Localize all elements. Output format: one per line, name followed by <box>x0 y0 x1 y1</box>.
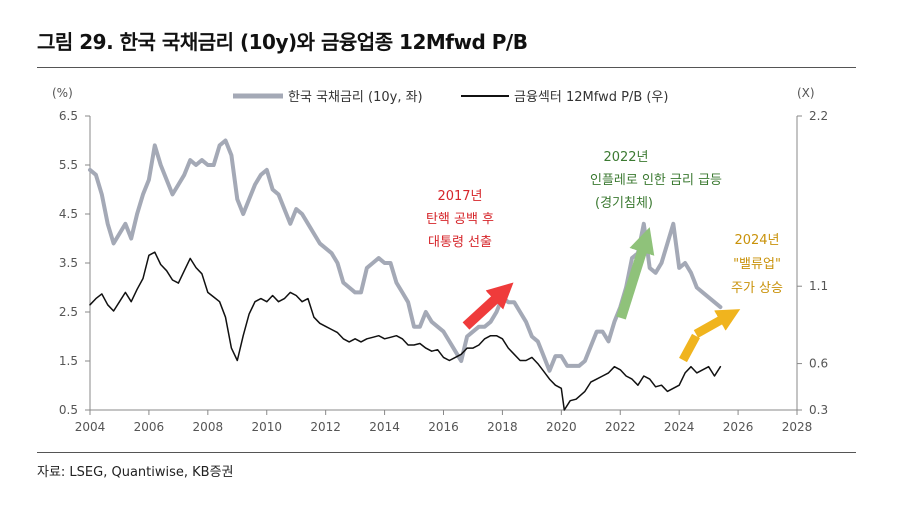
annotation-2022-line3: (경기침체) <box>595 196 653 211</box>
annotation-2017-line1: 2017년 <box>437 189 482 204</box>
x-tick-label: 2012 <box>310 420 341 434</box>
x-tick-label: 2024 <box>664 420 695 434</box>
arrow-2024 <box>693 309 741 338</box>
figure-title: 그림 29. 한국 국채금리 (10y)와 금융업종 12Mfwd P/B <box>37 30 528 54</box>
x-tick-label: 2026 <box>723 420 754 434</box>
legend-pb-label: 금융섹터 12Mfwd P/B (우) <box>514 90 668 105</box>
x-tick-label: 2014 <box>369 420 400 434</box>
pb-series-line <box>89 251 722 411</box>
y-left-tick-label: 2.5 <box>59 305 78 319</box>
annotation-2022-line2: 인플레로 인한 금리 급등 <box>590 173 722 188</box>
y-right-tick-label: 0.3 <box>809 403 828 417</box>
x-tick-label: 2008 <box>193 420 224 434</box>
top-rule <box>37 67 856 68</box>
arrow-2024-rise <box>679 333 700 363</box>
source-note: 자료: LSEG, Quantiwise, KB증권 <box>37 465 234 480</box>
y-right-tick-label: 1.1 <box>809 279 828 293</box>
rate-series-line <box>88 138 723 373</box>
y-right-tick-label: 2.2 <box>809 109 828 123</box>
arrow-2022 <box>616 227 655 320</box>
annotation-2024-line2: "밸류업" <box>733 257 781 272</box>
chart: 한국 국채금리 (10y, 좌) 금융섹터 12Mfwd P/B (우) (%)… <box>52 86 828 434</box>
annotation-2024: 2024년 "밸류업" 주가 상승 <box>731 233 783 296</box>
x-tick-label: 2010 <box>251 420 282 434</box>
y-left-tick-label: 0.5 <box>59 403 78 417</box>
y-left-tick-label: 1.5 <box>59 354 78 368</box>
y-right-tick-label: 0.6 <box>809 357 828 371</box>
x-tick-label: 2028 <box>782 420 813 434</box>
legend-rate-label: 한국 국채금리 (10y, 좌) <box>288 90 423 105</box>
bottom-rule <box>37 452 856 453</box>
x-tick-label: 2018 <box>487 420 518 434</box>
x-tick-label: 2020 <box>546 420 577 434</box>
y-left-tick-label: 3.5 <box>59 256 78 270</box>
annotation-2022-line1: 2022년 <box>603 150 648 165</box>
x-tick-label: 2022 <box>605 420 636 434</box>
annotation-2024-line1: 2024년 <box>734 233 779 248</box>
annotation-2017-line3: 대통령 선출 <box>428 235 492 250</box>
x-tick-label: 2016 <box>428 420 459 434</box>
y-left-tick-label: 4.5 <box>59 207 78 221</box>
annotation-2017: 2017년 탄핵 공백 후 대통령 선출 <box>426 189 494 250</box>
left-axis-unit: (%) <box>52 86 73 100</box>
annotation-2024-line3: 주가 상승 <box>731 281 783 296</box>
right-axis-unit: (X) <box>797 86 815 100</box>
x-tick-label: 2006 <box>134 420 165 434</box>
x-tick-label: 2004 <box>75 420 106 434</box>
y-left-tick-label: 6.5 <box>59 109 78 123</box>
y-left-tick-label: 5.5 <box>59 158 78 172</box>
annotation-2017-line2: 탄핵 공백 후 <box>426 212 494 227</box>
annotation-2022: 2022년 인플레로 인한 금리 급등 (경기침체) <box>590 150 722 211</box>
arrow-2017 <box>462 282 514 330</box>
